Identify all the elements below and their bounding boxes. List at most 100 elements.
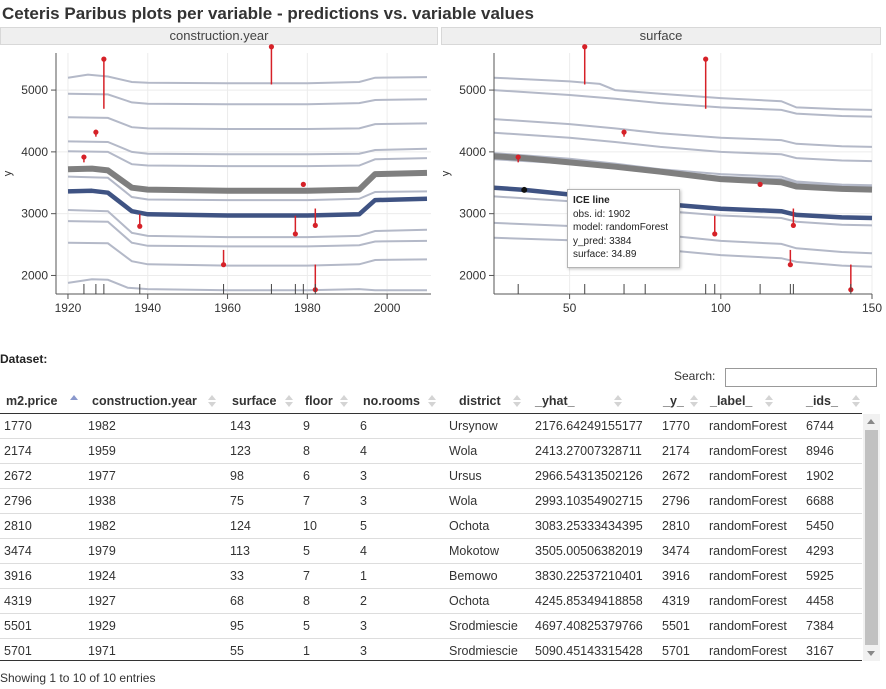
cell-district: Srodmiescie xyxy=(449,619,518,633)
x-tick-label: 50 xyxy=(563,301,577,315)
table-row[interactable]: 2810 1982 124 10 5 Ochota 3083.25333434395 2810… xyxy=(0,514,862,539)
cell-ids: 3167 xyxy=(806,644,834,658)
cell-district: Ochota xyxy=(449,519,490,533)
sort-both-icon[interactable] xyxy=(690,395,698,407)
y-tick-label: 5000 xyxy=(459,83,486,97)
cell-yhat: 3830.22537210401 xyxy=(535,569,643,583)
cell-no-rooms: 2 xyxy=(360,594,367,608)
sort-ascending-icon[interactable] xyxy=(70,395,78,407)
y-tick-label: 3000 xyxy=(21,207,48,221)
cell-y: 2796 xyxy=(662,494,690,508)
ice-line xyxy=(67,209,428,239)
cell-y: 2672 xyxy=(662,469,690,483)
scroll-down-icon[interactable] xyxy=(867,651,875,656)
cell-floor: 6 xyxy=(303,469,310,483)
cell-district: Wola xyxy=(449,444,478,458)
cell-label: randomForest xyxy=(709,519,787,533)
sort-both-icon[interactable] xyxy=(428,395,436,407)
column-header-district[interactable]: district xyxy=(459,394,501,408)
plot-panel-surface: 2000 3000 4000 5000 50 100 150 y xyxy=(440,44,882,315)
table-row[interactable]: 3474 1979 113 5 4 Mokotow 3505.00506382019 3474… xyxy=(0,539,862,564)
x-tick-label: 1960 xyxy=(214,301,241,315)
cell-y: 5501 xyxy=(662,619,690,633)
table-row[interactable]: 5701 1971 55 1 3 Srodmiescie 5090.45143315428 5… xyxy=(0,639,862,660)
table-body: 1770 1982 143 9 6 Ursynow 2176.64249155177 1770… xyxy=(0,414,862,661)
observation-point xyxy=(703,56,709,62)
column-header-floor[interactable]: floor xyxy=(305,394,333,408)
x-tick-label: 1940 xyxy=(134,301,161,315)
tooltip-surface: surface: 34.89 xyxy=(573,249,637,260)
cell-construction-year: 1927 xyxy=(88,594,116,608)
panel-header-construction-year: construction.year xyxy=(0,27,438,45)
cell-yhat: 4245.85349418858 xyxy=(535,594,643,608)
observation-point xyxy=(292,231,298,237)
observation-point xyxy=(93,129,99,135)
hovered-point xyxy=(521,186,528,193)
cell-surface: 143 xyxy=(230,419,251,433)
scroll-up-icon[interactable] xyxy=(867,419,875,424)
sort-both-icon[interactable] xyxy=(285,395,293,407)
column-header-y[interactable]: _y_ xyxy=(663,394,684,408)
search-input[interactable] xyxy=(725,368,877,387)
panel-header-surface: surface xyxy=(441,27,881,45)
ice-line xyxy=(493,89,873,118)
y-tick-label: 2000 xyxy=(459,268,486,282)
cell-floor: 9 xyxy=(303,419,310,433)
cell-y: 3916 xyxy=(662,569,690,583)
x-tick-label: 1980 xyxy=(294,301,321,315)
observation-point xyxy=(81,154,87,160)
table-row[interactable]: 2796 1938 75 7 3 Wola 2993.10354902715 2796 rand… xyxy=(0,489,862,514)
sort-both-icon[interactable] xyxy=(208,395,216,407)
sort-both-icon[interactable] xyxy=(340,395,348,407)
cell-district: Srodmiescie xyxy=(449,644,518,658)
observation-point xyxy=(137,223,143,229)
cell-no-rooms: 6 xyxy=(360,419,367,433)
cell-surface: 123 xyxy=(230,444,251,458)
cell-construction-year: 1977 xyxy=(88,469,116,483)
cell-m2-price: 2810 xyxy=(4,519,32,533)
cell-y: 1770 xyxy=(662,419,690,433)
column-header-surface[interactable]: surface xyxy=(232,394,277,408)
sort-both-icon[interactable] xyxy=(765,395,773,407)
column-header-m2-price[interactable]: m2.price xyxy=(6,394,58,408)
sort-both-icon[interactable] xyxy=(614,395,622,407)
cell-m2-price: 3916 xyxy=(4,569,32,583)
table-row[interactable]: 2672 1977 98 6 3 Ursus 2966.54313502126 2672 ran… xyxy=(0,464,862,489)
sort-both-icon[interactable] xyxy=(852,395,860,407)
cell-yhat: 4697.40825379766 xyxy=(535,619,643,633)
ice-line xyxy=(493,221,873,255)
column-header-yhat[interactable]: _yhat_ xyxy=(535,394,575,408)
table-row[interactable]: 1770 1982 143 9 6 Ursynow 2176.64249155177 1770… xyxy=(0,414,862,439)
ice-line xyxy=(67,241,428,267)
table-row[interactable]: 2174 1959 123 8 4 Wola 2413.27007328711 2174 ran… xyxy=(0,439,862,464)
chart-title: Ceteris Paribus plots per variable - pre… xyxy=(2,4,534,23)
cell-m2-price: 1770 xyxy=(4,419,32,433)
ice-line xyxy=(67,92,428,106)
table-scrollbar[interactable] xyxy=(863,414,880,661)
cell-label: randomForest xyxy=(709,469,787,483)
cell-m2-price: 5501 xyxy=(4,619,32,633)
cell-label: randomForest xyxy=(709,444,787,458)
cell-yhat: 2413.27007328711 xyxy=(535,444,642,458)
column-header-no-rooms[interactable]: no.rooms xyxy=(363,394,420,408)
cell-no-rooms: 3 xyxy=(360,644,367,658)
cell-floor: 1 xyxy=(303,644,310,658)
table-row[interactable]: 3916 1924 33 7 1 Bemowo 3830.22537210401 3916 ra… xyxy=(0,564,862,589)
pdp-line xyxy=(493,153,873,193)
table-row[interactable]: 4319 1927 68 8 2 Ochota 4245.85349418858 4319 ra… xyxy=(0,589,862,614)
scrollbar-thumb[interactable] xyxy=(865,430,878,645)
column-header-label[interactable]: _label_ xyxy=(710,394,753,408)
table-row[interactable]: 5501 1929 95 5 3 Srodmiescie 4697.40825379766 5… xyxy=(0,614,862,639)
cell-y: 4319 xyxy=(662,594,690,608)
cell-m2-price: 4319 xyxy=(4,594,32,608)
cell-no-rooms: 4 xyxy=(360,444,367,458)
cell-surface: 95 xyxy=(230,619,244,633)
sort-both-icon[interactable] xyxy=(513,395,521,407)
cell-no-rooms: 3 xyxy=(360,469,367,483)
column-header-ids[interactable]: _ids_ xyxy=(806,394,838,408)
tooltip-model: model: randomForest xyxy=(573,222,669,233)
x-tick-label: 2000 xyxy=(374,301,401,315)
cell-ids: 7384 xyxy=(806,619,834,633)
column-header-construction-year[interactable]: construction.year xyxy=(92,394,197,408)
cell-floor: 5 xyxy=(303,619,310,633)
